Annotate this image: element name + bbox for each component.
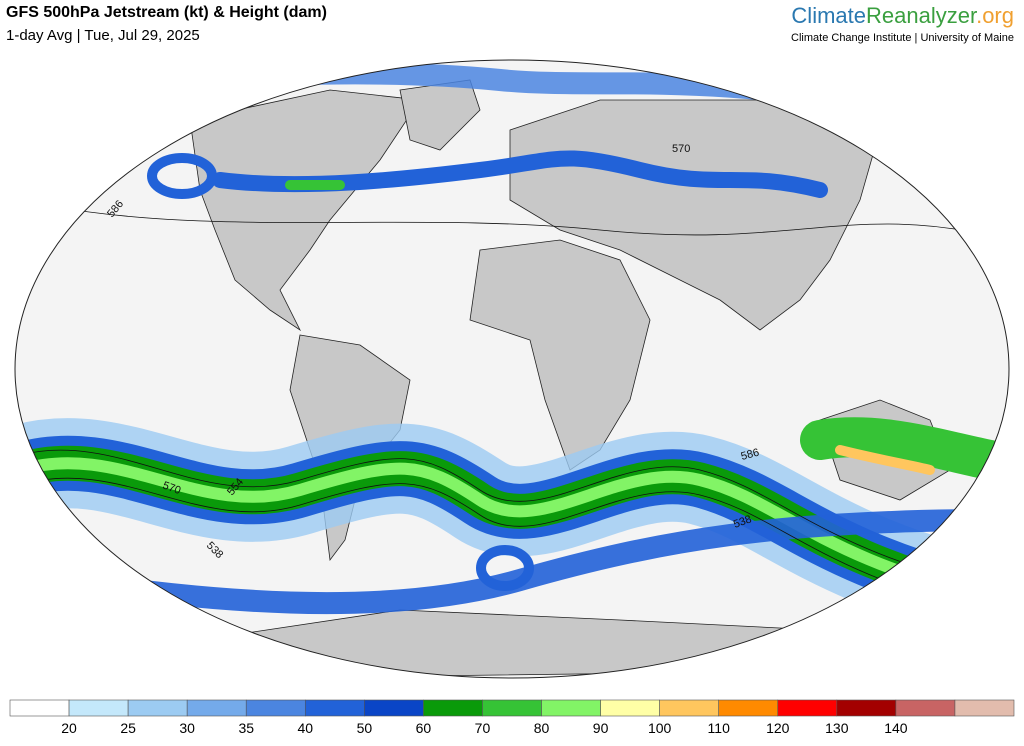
colorbar-swatch	[954, 699, 1015, 717]
colorbar-swatch	[541, 699, 601, 717]
colorbar-swatch	[127, 699, 188, 717]
colorbar-swatch	[718, 699, 779, 717]
colorbar-tick-label: 70	[475, 720, 491, 736]
contour-label: 570	[672, 143, 690, 155]
colorbar-tick-label: 60	[416, 720, 432, 736]
height-contours	[19, 199, 1009, 616]
colorbar-tick-label: 90	[593, 720, 609, 736]
jet-eddy	[476, 545, 534, 591]
colorbar-swatch	[186, 699, 247, 717]
contour	[19, 199, 1009, 241]
logo-part: Climate	[791, 3, 866, 28]
colorbar-tick-label: 80	[534, 720, 550, 736]
colorbar-swatch	[659, 699, 720, 717]
title: GFS 500hPa Jetstream (kt) & Height (dam)	[6, 4, 327, 21]
colorbar-swatch	[304, 699, 365, 717]
map	[15, 60, 1009, 678]
colorbar-tick-label: 25	[120, 720, 136, 736]
colorbar-tick-label: 20	[61, 720, 77, 736]
colorbar-tick-label: 120	[766, 720, 790, 736]
colorbar-tick-label: 140	[884, 720, 908, 736]
colorbar-tick-label: 100	[648, 720, 672, 736]
contour-label: 538	[732, 513, 753, 531]
map-border	[14, 59, 1010, 679]
contour-label: 586	[740, 447, 761, 463]
colorbar-swatch	[777, 699, 838, 717]
colorbar-swatch	[600, 699, 660, 717]
colorbar-tick-label: 130	[825, 720, 849, 736]
colorbar-swatch	[364, 699, 424, 717]
colorbar: 20 25 30 35 40 50 60 70 80 90 100 110 120 130 140	[9, 699, 1015, 736]
logo[interactable]: ClimateReanalyzer.org	[791, 3, 1014, 28]
colorbar-tick-label: 30	[179, 720, 195, 736]
jet-band	[15, 457, 1006, 606]
contour-label: 570	[161, 480, 182, 498]
colorbar-swatch	[245, 699, 306, 717]
contour	[19, 477, 1001, 616]
jet-band	[800, 417, 1009, 480]
colorbar-swatch	[9, 699, 70, 717]
logo-part: .org	[976, 3, 1014, 28]
colorbar-swatch	[836, 699, 897, 717]
colorbar-tick-label: 40	[298, 720, 314, 736]
affiliation: Climate Change Institute | University of…	[791, 32, 1014, 44]
jet-eddy	[147, 153, 217, 199]
colorbar-tick-label: 50	[357, 720, 373, 736]
colorbar-swatch	[423, 699, 483, 717]
colorbar-swatch	[895, 699, 956, 717]
colorbar-tick-label: 110	[708, 720, 731, 736]
colorbar-swatch	[68, 699, 129, 717]
logo-part: Reanalyzer	[866, 3, 977, 28]
colorbar-tick-label: 35	[238, 720, 254, 736]
colorbar-swatch	[482, 699, 542, 717]
jet-core	[835, 445, 935, 475]
contour	[19, 449, 1001, 591]
subtitle: 1-day Avg | Tue, Jul 29, 2025	[6, 27, 200, 44]
